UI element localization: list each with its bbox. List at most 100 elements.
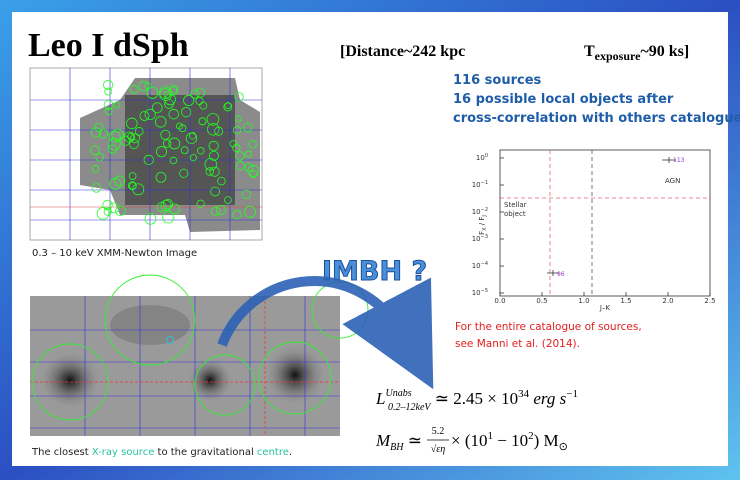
exposure-suffix: ~90 ks] xyxy=(640,43,689,60)
source-circle xyxy=(98,128,109,139)
source-circle xyxy=(241,189,251,200)
y-tick-label: 10−3 xyxy=(472,234,488,243)
source-circle xyxy=(224,196,232,204)
source-circle xyxy=(115,205,126,217)
source-circle xyxy=(209,166,220,177)
source-circle xyxy=(235,161,245,171)
caption-part: centre xyxy=(257,447,289,458)
source-circle xyxy=(175,122,183,130)
y-tick-label: 10−2 xyxy=(472,207,488,216)
y-tick-label: 10−4 xyxy=(472,261,488,270)
source-circle xyxy=(168,108,180,120)
source-circle xyxy=(127,133,135,141)
eq-part: 0.2–12keV xyxy=(388,402,432,413)
region-label: object xyxy=(504,210,526,218)
source-circle xyxy=(144,108,156,121)
source-circle xyxy=(206,113,220,126)
source-circle xyxy=(90,127,102,138)
source-circle xyxy=(159,86,172,99)
region-label: AGN xyxy=(665,177,680,185)
source-label: 96 xyxy=(557,271,565,278)
source-circle xyxy=(127,181,137,190)
eq-part: ≃ 2.45 × 10 xyxy=(431,389,519,408)
source-circle xyxy=(243,205,256,218)
source-circle xyxy=(205,167,214,176)
caption-part: X-ray source xyxy=(92,447,155,458)
xmm-image xyxy=(29,67,320,241)
x-axis-label: J–K xyxy=(599,304,611,312)
source-circle xyxy=(155,171,167,183)
source-circle xyxy=(248,140,257,149)
source-circle xyxy=(249,170,258,179)
source-circle xyxy=(183,94,195,106)
source-circle xyxy=(234,115,242,123)
exposure-sub: exposure xyxy=(595,49,641,63)
source-circle xyxy=(104,87,113,96)
source-circle xyxy=(143,154,154,166)
source-circle xyxy=(156,146,168,158)
eq-part: 1 xyxy=(488,430,494,442)
source-circle xyxy=(179,168,189,178)
source-circle xyxy=(215,205,227,216)
source-circle xyxy=(144,212,157,225)
y-label-part: F xyxy=(478,231,486,235)
eq-part: × (10 xyxy=(451,431,488,450)
arrow xyxy=(217,276,434,390)
source-circle xyxy=(123,131,135,143)
source-circle xyxy=(198,117,207,126)
y-tick-base: 10 xyxy=(472,289,481,297)
eq-part: √εη xyxy=(431,444,445,455)
caption-part: to the gravitational xyxy=(154,447,257,458)
source-circle xyxy=(234,92,244,102)
source-circle xyxy=(151,102,163,114)
y-tick-label: 10−5 xyxy=(472,288,488,297)
x-tick-label: 0.5 xyxy=(536,297,547,305)
catalogue-note: see Manni et al. (2014). xyxy=(455,338,580,350)
source-circle xyxy=(189,154,197,162)
source-circle xyxy=(108,202,120,214)
source-circle xyxy=(180,146,189,155)
source-circle xyxy=(156,202,167,213)
source-circle xyxy=(204,158,218,171)
equation: LUnabs 0.2–12keV ≃ 2.45 × 1034 erg s−1 xyxy=(375,388,578,413)
equation: MBH ≃ xyxy=(375,431,422,453)
source-circle xyxy=(164,99,174,109)
eq-part: M xyxy=(375,431,391,450)
eq-part: ⊙ xyxy=(559,441,568,453)
source-circle xyxy=(94,122,104,132)
y-axis-label: FX / FJ xyxy=(478,215,488,235)
source-circle xyxy=(138,80,149,92)
eq-part: −1 xyxy=(566,388,578,400)
stat-line: 116 sources xyxy=(453,73,542,88)
y-tick-exp: −4 xyxy=(481,261,488,267)
y-tick-exp: −2 xyxy=(481,207,488,213)
source-circle xyxy=(196,199,205,208)
source-circle xyxy=(244,162,254,172)
source-circle xyxy=(232,210,242,220)
source-circle xyxy=(120,135,131,146)
y-tick-label: 100 xyxy=(476,153,488,162)
source-circle xyxy=(113,101,121,109)
x-tick-label: 1.5 xyxy=(620,297,631,305)
source-circle xyxy=(223,102,233,112)
title: Leo I dSph xyxy=(28,27,189,64)
exposure: Texposure~90 ks] xyxy=(584,43,689,63)
source-circle xyxy=(208,140,219,151)
exposure-prefix: T xyxy=(584,43,595,60)
eq-part: L xyxy=(375,389,385,408)
x-tick-label: 0.0 xyxy=(494,297,505,305)
x-tick-label: 1.0 xyxy=(578,297,589,305)
source-circle xyxy=(199,101,208,110)
source-circle xyxy=(96,207,110,220)
source-circle xyxy=(90,145,100,155)
region-label: Stellar xyxy=(504,201,527,209)
equation: × (101 − 102) M⊙ xyxy=(451,430,568,453)
source-circle xyxy=(103,79,114,90)
source-circle xyxy=(180,106,192,118)
eq-part: ) M xyxy=(534,431,559,450)
eq-part: − 10 xyxy=(493,431,528,450)
y-tick-label: 10−1 xyxy=(472,180,488,189)
source-circle xyxy=(168,137,181,150)
caption-part: The closest xyxy=(31,447,92,458)
source-circle xyxy=(235,151,245,161)
